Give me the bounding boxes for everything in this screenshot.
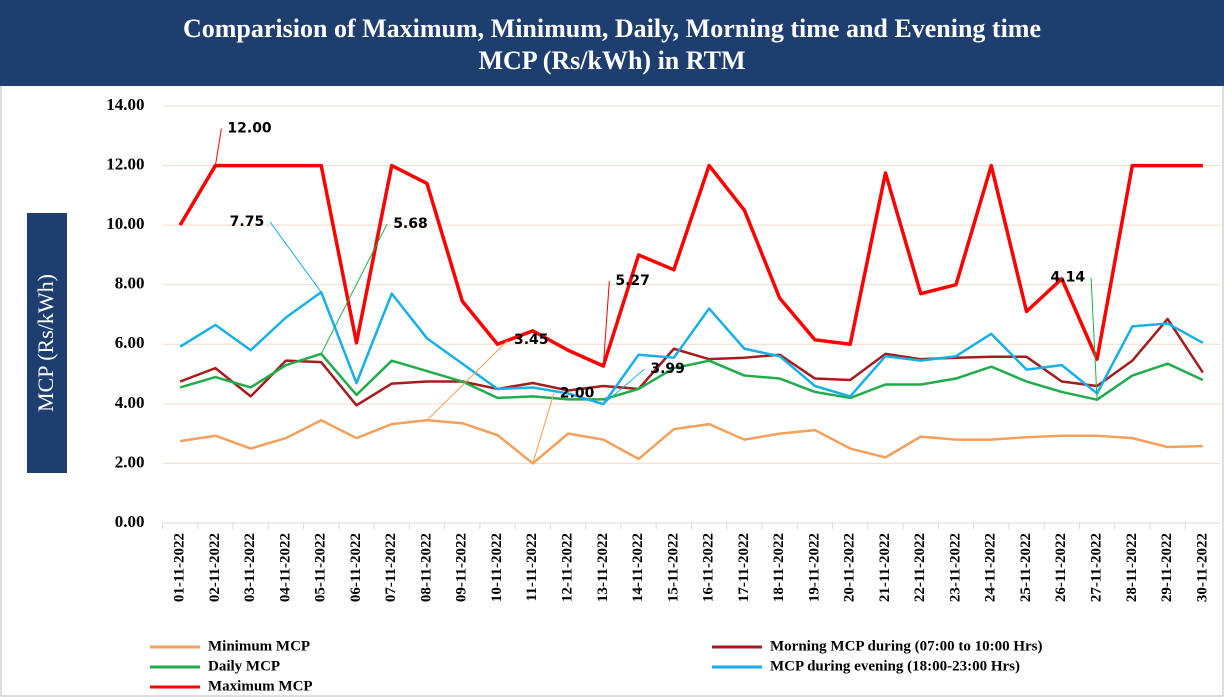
- y-tick-label: 8.00: [115, 274, 145, 293]
- annotation-leader: [214, 128, 222, 166]
- legend-label: Minimum MCP: [208, 638, 310, 654]
- y-tick-label: 2.00: [115, 452, 145, 471]
- y-tick-label: 4.00: [115, 393, 145, 412]
- annotation: 4.14: [1051, 270, 1086, 286]
- annotation: 3.99: [650, 361, 685, 377]
- x-tick-label: 11-11-2022: [524, 533, 540, 601]
- x-tick-label: 23-11-2022: [947, 533, 963, 602]
- annotation: 5.68: [393, 216, 428, 232]
- x-tick-label: 06-11-2022: [348, 533, 364, 602]
- chart-title: Comparision of Maximum, Minimum, Daily, …: [183, 14, 1041, 43]
- annotation-leader: [269, 221, 322, 293]
- x-tick-label: 12-11-2022: [560, 533, 576, 602]
- x-tick-label: 07-11-2022: [383, 533, 399, 602]
- series-line: [179, 290, 1204, 406]
- x-tick-label: 13-11-2022: [595, 533, 611, 602]
- x-tick-label: 30-11-2022: [1194, 533, 1210, 602]
- y-tick-label: 10.00: [106, 214, 144, 233]
- x-tick-label: 25-11-2022: [1018, 533, 1034, 602]
- chart-title: MCP (Rs/kWh) in RTM: [478, 46, 745, 75]
- x-tick-label: 18-11-2022: [771, 533, 787, 602]
- x-tick-label: 28-11-2022: [1124, 533, 1140, 602]
- annotation: 2.00: [560, 385, 595, 401]
- x-tick-label: 21-11-2022: [877, 533, 893, 602]
- y-tick-label: 6.00: [115, 333, 145, 352]
- y-tick-label: 14.00: [106, 95, 144, 114]
- annotation-leader: [602, 280, 610, 367]
- legend-label: Maximum MCP: [208, 678, 313, 694]
- y-label-box: [27, 213, 67, 473]
- annotation-leader: [532, 393, 555, 464]
- x-tick-label: 17-11-2022: [736, 533, 752, 602]
- legend-label: Daily MCP: [208, 658, 280, 674]
- x-tick-label: 03-11-2022: [242, 533, 258, 602]
- legend-label: Morning MCP during (07:00 to 10:00 Hrs): [770, 638, 1042, 654]
- annotation-leader: [603, 368, 645, 405]
- x-tick-label: 20-11-2022: [842, 533, 858, 602]
- annotation-leader: [1090, 277, 1098, 400]
- x-tick-label: 22-11-2022: [912, 533, 928, 602]
- annotation: 7.75: [230, 214, 265, 230]
- x-tick-label: 10-11-2022: [489, 533, 505, 602]
- x-tick-label: 08-11-2022: [418, 533, 434, 602]
- x-tick-label: 09-11-2022: [454, 533, 470, 602]
- legend-label: MCP during evening (18:00-23:00 Hrs): [770, 658, 1020, 674]
- x-tick-label: 04-11-2022: [277, 533, 293, 602]
- y-tick-label: 12.00: [106, 154, 144, 173]
- series-line: [179, 418, 1203, 465]
- series-line: [179, 352, 1204, 401]
- x-tick-label: 16-11-2022: [701, 533, 717, 602]
- x-tick-label: 05-11-2022: [313, 533, 329, 602]
- title-bar: [0, 0, 1224, 86]
- x-tick-label: 02-11-2022: [207, 533, 223, 602]
- x-tick-label: 19-11-2022: [806, 533, 822, 602]
- y-axis-label: MCP (Rs/kWh): [33, 274, 58, 412]
- x-tick-label: 15-11-2022: [665, 533, 681, 602]
- x-tick-label: 27-11-2022: [1089, 533, 1105, 602]
- annotation: 5.27: [615, 273, 650, 289]
- x-tick-label: 01-11-2022: [172, 533, 188, 602]
- x-tick-label: 29-11-2022: [1159, 533, 1175, 602]
- annotation-leader: [320, 223, 388, 355]
- x-tick-label: 14-11-2022: [630, 533, 646, 602]
- series-line: [178, 163, 1203, 368]
- annotation-leader: [426, 339, 509, 421]
- annotation: 12.00: [227, 121, 272, 137]
- y-tick-label: 0.00: [115, 512, 145, 531]
- x-tick-label: 26-11-2022: [1053, 533, 1069, 602]
- x-tick-label: 24-11-2022: [983, 533, 999, 602]
- annotation: 3.45: [514, 332, 549, 348]
- series-line: [179, 317, 1204, 407]
